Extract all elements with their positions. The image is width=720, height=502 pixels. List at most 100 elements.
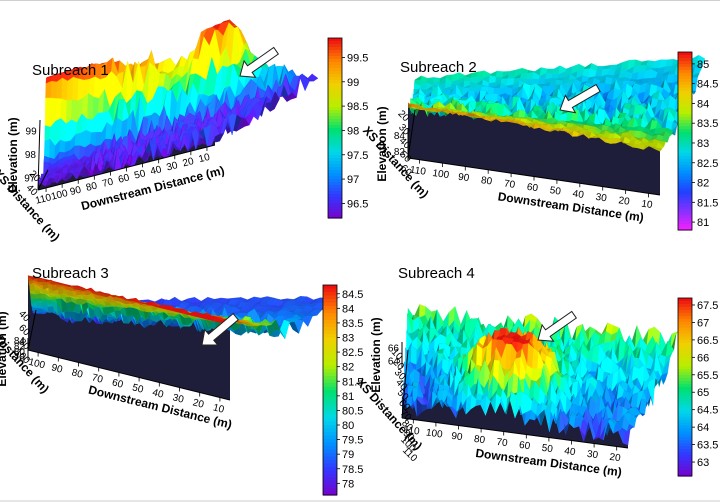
colorbar-swatch bbox=[678, 440, 692, 444]
colorbar-swatch bbox=[678, 120, 692, 124]
colorbar-swatch bbox=[328, 62, 342, 66]
colorbar-swatch bbox=[678, 126, 692, 130]
colorbar-swatch bbox=[323, 449, 337, 454]
colorbar-swatch bbox=[678, 422, 692, 427]
panel-title: Subreach 2 bbox=[400, 59, 477, 76]
z-tick-label: 78 bbox=[14, 352, 26, 363]
colorbar-swatch bbox=[678, 87, 692, 92]
colorbar-swatch bbox=[323, 435, 337, 440]
colorbar-swatch bbox=[328, 50, 342, 54]
z-tick-label: 82 bbox=[394, 147, 406, 158]
colorbar-swatch bbox=[678, 309, 692, 314]
colorbar-swatch bbox=[678, 354, 692, 358]
colorbar-swatch bbox=[323, 428, 337, 433]
colorbar-swatch bbox=[678, 381, 692, 385]
colorbar-swatch bbox=[323, 309, 337, 314]
colorbar-swatch bbox=[323, 439, 337, 444]
colorbar-swatch bbox=[328, 209, 342, 213]
panel-title: Subreach 3 bbox=[32, 265, 109, 282]
colorbar-swatch bbox=[678, 93, 692, 98]
colorbar-swatch bbox=[323, 330, 337, 335]
colorbar-swatch bbox=[678, 467, 692, 471]
colorbar-swatch bbox=[328, 47, 342, 51]
colorbar-tick-label: 64 bbox=[697, 422, 709, 434]
colorbar-swatch bbox=[678, 342, 692, 347]
y-axis-line bbox=[37, 169, 49, 191]
colorbar-tick-label: 84.5 bbox=[342, 289, 363, 301]
colorbar-swatch bbox=[678, 176, 692, 181]
subreach-2-panel: 110 100 90 80 70 60 50 40 30 20 10 Downstream Dista… bbox=[360, 0, 720, 250]
colorbar-swatch bbox=[323, 446, 337, 451]
x-tick-label: 110 bbox=[409, 165, 427, 178]
surface-cell bbox=[433, 77, 441, 83]
colorbar-swatch bbox=[678, 327, 692, 332]
x-tick-label: 40 bbox=[149, 164, 163, 178]
colorbar-swatch bbox=[323, 386, 337, 391]
colorbar-swatch bbox=[678, 312, 692, 317]
colorbar-swatch bbox=[323, 358, 337, 363]
colorbar-tick-label: 82.5 bbox=[697, 158, 718, 170]
colorbar-swatch bbox=[328, 155, 342, 159]
x-axis-line bbox=[401, 417, 629, 449]
colorbar-swatch bbox=[328, 65, 342, 69]
colorbar-swatch bbox=[678, 464, 692, 468]
z-tick-label: 66 bbox=[388, 344, 400, 355]
colorbar-swatch bbox=[678, 218, 692, 222]
surface-cell bbox=[37, 281, 44, 286]
colorbar-swatch bbox=[678, 321, 692, 326]
colorbar-swatch bbox=[678, 446, 692, 450]
colorbar-swatch bbox=[323, 334, 337, 339]
z-axis-title: Elevation (m) bbox=[375, 106, 389, 181]
surface-cell bbox=[488, 75, 497, 84]
surface-mesh bbox=[407, 54, 706, 152]
colorbar-swatch bbox=[328, 161, 342, 165]
colorbar-swatch bbox=[328, 80, 342, 84]
colorbar-swatch bbox=[328, 89, 342, 93]
colorbar-swatch bbox=[678, 407, 692, 412]
colorbar-swatch bbox=[328, 194, 342, 198]
colorbar-swatch bbox=[328, 95, 342, 99]
colorbar-swatch bbox=[678, 60, 692, 65]
x-tick-label: 10 bbox=[641, 199, 654, 212]
colorbar-swatch bbox=[678, 348, 692, 352]
colorbar-swatch bbox=[328, 170, 342, 174]
colorbar-swatch bbox=[323, 369, 337, 374]
colorbar-swatch bbox=[678, 351, 692, 355]
x-tick-label: 20 bbox=[609, 452, 622, 464]
colorbar-swatch bbox=[323, 481, 337, 486]
colorbar-tick-label: 83.5 bbox=[342, 318, 363, 330]
x-tick-label: 60 bbox=[117, 172, 131, 186]
colorbar-tick-label: 65.5 bbox=[697, 370, 718, 382]
colorbar-swatch bbox=[678, 117, 692, 121]
colorbar-swatch bbox=[678, 431, 692, 436]
colorbar-swatch bbox=[323, 320, 337, 325]
colorbar-swatch bbox=[328, 128, 342, 132]
flow-arrow-icon bbox=[559, 83, 601, 114]
x-tick-label: 20 bbox=[192, 397, 206, 410]
colorbar-swatch bbox=[678, 458, 692, 462]
colorbar-swatch bbox=[678, 146, 692, 151]
surface-cell bbox=[50, 80, 58, 99]
x-tick-label: 90 bbox=[451, 431, 464, 443]
colorbar-swatch bbox=[678, 138, 692, 142]
colorbar-tick-label: 63.5 bbox=[697, 440, 718, 452]
z-tick-label: 64 bbox=[388, 357, 400, 368]
subreach-3-panel: 100 90 80 70 60 50 40 30 20 10 Downstream Distance… bbox=[0, 250, 363, 500]
colorbar-swatch bbox=[678, 473, 692, 477]
x-tick-label: 90 bbox=[50, 362, 64, 375]
x-tick-label: 40 bbox=[572, 189, 585, 202]
z-tick-label: 99 bbox=[26, 127, 38, 138]
x-axis-line bbox=[27, 349, 231, 401]
colorbar-swatch bbox=[678, 111, 692, 115]
colorbar-swatch bbox=[678, 419, 692, 424]
colorbar-swatch bbox=[323, 351, 337, 356]
colorbar-swatch bbox=[678, 167, 692, 172]
colorbar-swatch bbox=[678, 392, 692, 397]
surface-cell bbox=[45, 80, 52, 99]
colorbar-swatch bbox=[328, 197, 342, 201]
colorbar-swatch bbox=[323, 355, 337, 360]
colorbar-swatch bbox=[678, 152, 692, 157]
